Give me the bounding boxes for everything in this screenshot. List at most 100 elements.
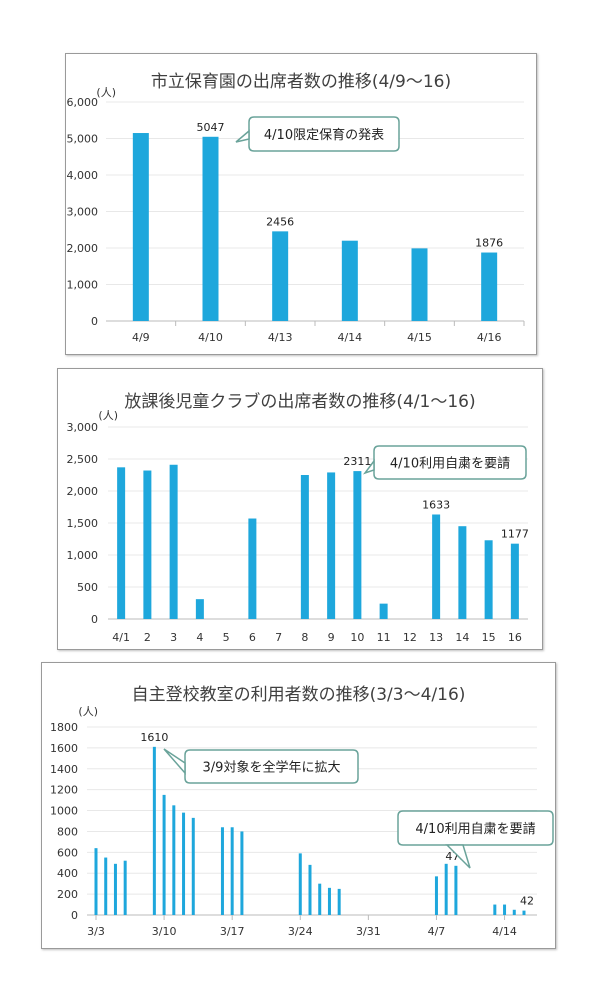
bar	[152, 746, 156, 915]
callout-tail	[445, 844, 471, 869]
x-tick-label: 13	[429, 631, 443, 644]
y-axis-unit: (人)	[78, 705, 98, 718]
bar	[202, 136, 219, 321]
y-tick-label: 1,500	[67, 517, 99, 530]
chart-panel-school: 自主登校教室の利用者数の推移(3/3～4/16) (人) 0 200 400 600 80…	[41, 662, 556, 949]
bar	[94, 848, 98, 915]
y-tick-label: 1800	[50, 721, 78, 734]
x-tick-label: 2	[144, 631, 151, 644]
bar	[432, 514, 441, 619]
x-tick-label: 4/14	[492, 925, 517, 938]
chart-nursery: (人) 0 1,000 2,000 3,000 4,000 5,000 6,000 4/9 4/1…	[67, 86, 525, 344]
y-tick-label: 400	[57, 867, 78, 880]
y-axis-unit: (人)	[96, 86, 116, 99]
callout-mask	[399, 814, 413, 842]
bar	[379, 603, 388, 619]
bar	[182, 812, 186, 915]
x-tick-label: 3/10	[152, 925, 177, 938]
bar	[503, 904, 507, 915]
y-tick-label: 1,000	[67, 549, 99, 562]
callout-mask	[250, 120, 264, 148]
callout-text: 4/10限定保育の発表	[264, 127, 384, 143]
bar	[481, 252, 498, 321]
data-label: 2456	[266, 215, 294, 228]
y-tick-label: 2,000	[67, 242, 99, 255]
callout-box	[184, 749, 359, 784]
data-label: 2311	[343, 455, 371, 468]
bar	[337, 888, 341, 915]
bar	[411, 248, 428, 321]
x-tick-label: 6	[249, 631, 256, 644]
y-tick-label: 800	[57, 825, 78, 838]
bar	[123, 860, 127, 915]
x-tick-label: 5	[223, 631, 230, 644]
x-tick-label: 16	[508, 631, 522, 644]
y-tick-label: 6,000	[67, 96, 99, 109]
y-tick-label: 600	[57, 846, 78, 859]
bar	[522, 910, 526, 915]
bar	[117, 467, 126, 619]
chart-panel-nursery: 市立保育園の出席者数の推移(4/9～16) (人) 0 1,000 2,000 3,00…	[65, 53, 537, 355]
x-tick-label: 4/10	[198, 331, 223, 344]
callout-box	[397, 810, 554, 846]
data-label: 1633	[422, 498, 450, 511]
x-tick-label: 8	[301, 631, 308, 644]
x-tick-label: 11	[377, 631, 391, 644]
callout-box	[248, 116, 400, 152]
bar	[327, 887, 331, 915]
x-tick-label: 4	[196, 631, 203, 644]
x-tick-label: 14	[455, 631, 469, 644]
chart-title: 放課後児童クラブの出席者数の推移(4/1～16)	[124, 392, 476, 412]
x-tick-label: 3/31	[356, 925, 381, 938]
callout-tail	[235, 129, 250, 143]
x-tick-label: 3/24	[288, 925, 313, 938]
chart-school: (人) 0 200 400 600 800 1000 1200 1400 1600 1800 3/3 3…	[50, 705, 554, 938]
y-tick-label: 500	[77, 581, 98, 594]
chart-afterschool: (人) 0 500 1,000 1,500 2,000 2,500 3,000 4/1 2 3 4 5 6…	[67, 409, 529, 644]
y-tick-label: 5,000	[67, 133, 99, 146]
x-tick-label: 12	[403, 631, 417, 644]
x-tick-label: 9	[328, 631, 335, 644]
bar	[353, 471, 362, 619]
x-tick-label: 10	[350, 631, 364, 644]
x-tick-label: 15	[482, 631, 496, 644]
y-axis-unit: (人)	[98, 409, 118, 422]
callout-tail	[362, 458, 375, 475]
bar	[300, 475, 309, 619]
callout-mask	[186, 753, 200, 780]
y-tick-label: 4,000	[67, 169, 99, 182]
y-tick-label: 200	[57, 888, 78, 901]
y-tick-label: 3,000	[67, 421, 99, 434]
bar	[327, 472, 336, 619]
y-tick-label: 2,000	[67, 485, 99, 498]
x-tick-label: 4/14	[337, 331, 362, 344]
data-label: 1610	[140, 731, 168, 744]
x-tick-label: 4/1	[112, 631, 130, 644]
bar	[484, 540, 493, 619]
bar	[454, 865, 458, 915]
y-tick-label: 2,500	[67, 453, 99, 466]
x-tick-label: 4/9	[132, 331, 150, 344]
data-label: 5047	[197, 121, 225, 134]
y-tick-label: 1400	[50, 763, 78, 776]
x-tick-label: 3	[170, 631, 177, 644]
y-tick-label: 0	[91, 613, 98, 626]
bar	[240, 831, 244, 915]
bar	[172, 805, 176, 915]
chart-panel-afterschool: 放課後児童クラブの出席者数の推移(4/1～16) (人) 0 500 1,000 1,5…	[57, 368, 543, 650]
x-tick-label: 4/7	[428, 925, 446, 938]
bar	[512, 909, 516, 915]
bar	[493, 904, 497, 915]
callout-tail	[163, 748, 186, 775]
bar	[434, 876, 438, 915]
bar	[341, 240, 358, 321]
bar	[143, 470, 152, 619]
bar	[444, 863, 448, 915]
bar	[308, 864, 312, 915]
x-tick-label: 4/13	[268, 331, 293, 344]
callout-box	[373, 445, 527, 480]
y-tick-label: 1000	[50, 805, 78, 818]
callout-mask	[375, 449, 389, 476]
bar	[272, 231, 289, 321]
bar	[132, 133, 149, 321]
